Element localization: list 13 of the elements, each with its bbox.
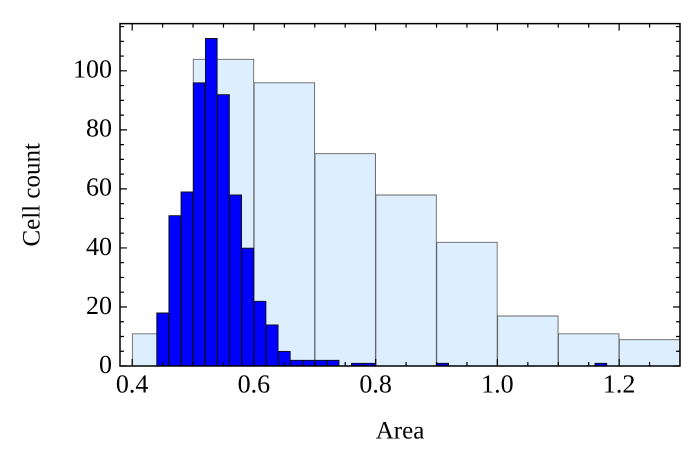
y-tick-label: 60 xyxy=(86,172,112,202)
y-tick-label: 100 xyxy=(73,54,112,84)
y-tick-label: 40 xyxy=(86,232,112,261)
y-tick-label: 20 xyxy=(86,290,112,320)
y-tick-label: 80 xyxy=(86,114,112,143)
x-tick-label: 0.6 xyxy=(238,369,270,398)
x-tick-label: 0.8 xyxy=(359,369,392,398)
x-tick-label: 1.0 xyxy=(481,369,514,398)
x-tick-label: 1.2 xyxy=(602,369,636,398)
x-axis-title: Area xyxy=(376,418,424,445)
x-tick-label: 0.4 xyxy=(116,369,148,398)
y-axis-title: Cell count xyxy=(18,143,46,247)
y-tick-label: 0 xyxy=(99,350,112,379)
